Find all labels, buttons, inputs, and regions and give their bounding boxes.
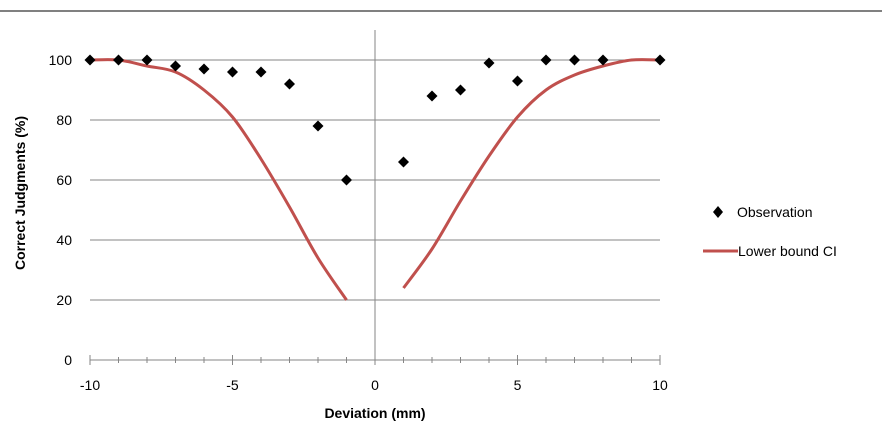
observation-point bbox=[512, 75, 523, 87]
y-tick-label: 100 bbox=[49, 52, 73, 68]
observation-point bbox=[284, 78, 295, 90]
observation-point bbox=[341, 174, 352, 186]
observation-point bbox=[141, 54, 153, 66]
lower-bound-ci-segment-left bbox=[89, 58, 348, 301]
lower-bound-ci-segment-right bbox=[402, 58, 661, 289]
y-tick-label: 20 bbox=[56, 292, 72, 308]
observation-point bbox=[84, 54, 96, 66]
legend-diamond-marker bbox=[713, 206, 723, 218]
x-tick-label: 10 bbox=[652, 377, 668, 393]
legend-item-lower-bound-ci: Lower bound CI bbox=[703, 243, 837, 259]
y-tick-label: 60 bbox=[56, 172, 72, 188]
observation-point bbox=[426, 90, 438, 102]
observation-point bbox=[398, 156, 409, 168]
x-tick-label: 0 bbox=[371, 377, 379, 393]
observation-point bbox=[113, 54, 124, 66]
observation-point bbox=[170, 60, 181, 72]
x-axis-title: Deviation (mm) bbox=[324, 405, 425, 421]
observation-point bbox=[227, 66, 238, 78]
observation-point bbox=[255, 66, 267, 78]
legend: Observation Lower bound CI bbox=[703, 204, 837, 259]
y-tick-label: 40 bbox=[56, 232, 72, 248]
observation-point bbox=[312, 120, 324, 132]
observation-point bbox=[654, 54, 666, 66]
x-tick-label: -5 bbox=[226, 377, 239, 393]
y-tick-label: 0 bbox=[64, 352, 72, 368]
legend-item-observation: Observation bbox=[713, 204, 812, 220]
observation-point bbox=[597, 54, 609, 66]
y-tick-label: 80 bbox=[56, 112, 72, 128]
legend-label-observation: Observation bbox=[737, 204, 812, 220]
x-tick-label: -10 bbox=[80, 377, 100, 393]
lower-bound-ci-line bbox=[89, 58, 661, 301]
legend-label-lower-bound-ci: Lower bound CI bbox=[738, 243, 837, 259]
observation-point bbox=[455, 84, 466, 96]
observation-point bbox=[540, 54, 552, 66]
observation-point bbox=[569, 54, 580, 66]
x-tick-label: 5 bbox=[514, 377, 522, 393]
observation-point bbox=[483, 57, 495, 69]
observation-point bbox=[198, 63, 210, 75]
y-axis-title: Correct Judgments (%) bbox=[12, 116, 28, 270]
observation-points bbox=[84, 54, 666, 186]
